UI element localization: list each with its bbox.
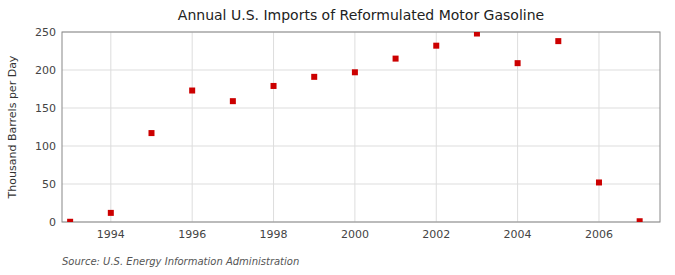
- y-tick-label: 50: [42, 178, 56, 191]
- point: [352, 69, 358, 75]
- ticks: 0 50 100 150 200 250 1994 1996 1998 2000 2002 2004 2…: [35, 26, 613, 241]
- chart: 0 50 100 150 200 250 1994 1996 1998 2000 2002 2004 2…: [0, 0, 675, 275]
- x-tick-label: 2004: [504, 228, 532, 241]
- points: [67, 32, 643, 222]
- x-grid-line: [273, 32, 274, 222]
- source-note: Source: U.S. Energy Information Administ…: [62, 256, 299, 267]
- y-tick-label: 0: [49, 216, 56, 229]
- y-axis-label: Thousand Barrels per Day: [6, 55, 19, 199]
- point: [189, 88, 195, 94]
- point: [637, 218, 643, 222]
- point: [393, 56, 399, 62]
- point: [271, 83, 277, 89]
- point: [67, 219, 73, 222]
- point: [555, 38, 561, 44]
- grid: [62, 32, 660, 222]
- y-tick-label: 150: [35, 102, 56, 115]
- point: [515, 60, 521, 66]
- x-tick-label: 1998: [260, 228, 288, 241]
- y-grid-line: [62, 146, 660, 147]
- x-tick-label: 2000: [341, 228, 369, 241]
- point: [108, 210, 114, 216]
- title: Annual U.S. Imports of Reformulated Moto…: [178, 7, 544, 23]
- y-grid-line: [62, 108, 660, 109]
- x-grid-line: [192, 32, 193, 222]
- x-tick-label: 1994: [97, 228, 125, 241]
- point: [311, 74, 317, 80]
- point: [433, 43, 439, 49]
- point: [148, 130, 154, 136]
- y-tick-label: 100: [35, 140, 56, 153]
- point: [230, 98, 236, 104]
- point: [474, 32, 480, 37]
- y-tick-label: 200: [35, 64, 56, 77]
- x-grid-line: [354, 32, 355, 222]
- point: [596, 179, 602, 185]
- plot-frame: [62, 32, 660, 222]
- x-tick-label: 1996: [178, 228, 206, 241]
- y-grid-line: [62, 184, 660, 185]
- x-tick-label: 2002: [422, 228, 450, 241]
- x-grid-line: [110, 32, 111, 222]
- x-tick-label: 2006: [585, 228, 613, 241]
- y-tick-label: 250: [35, 26, 56, 39]
- x-grid-line: [598, 32, 599, 222]
- y-grid-line: [62, 70, 660, 71]
- x-grid-line: [436, 32, 437, 222]
